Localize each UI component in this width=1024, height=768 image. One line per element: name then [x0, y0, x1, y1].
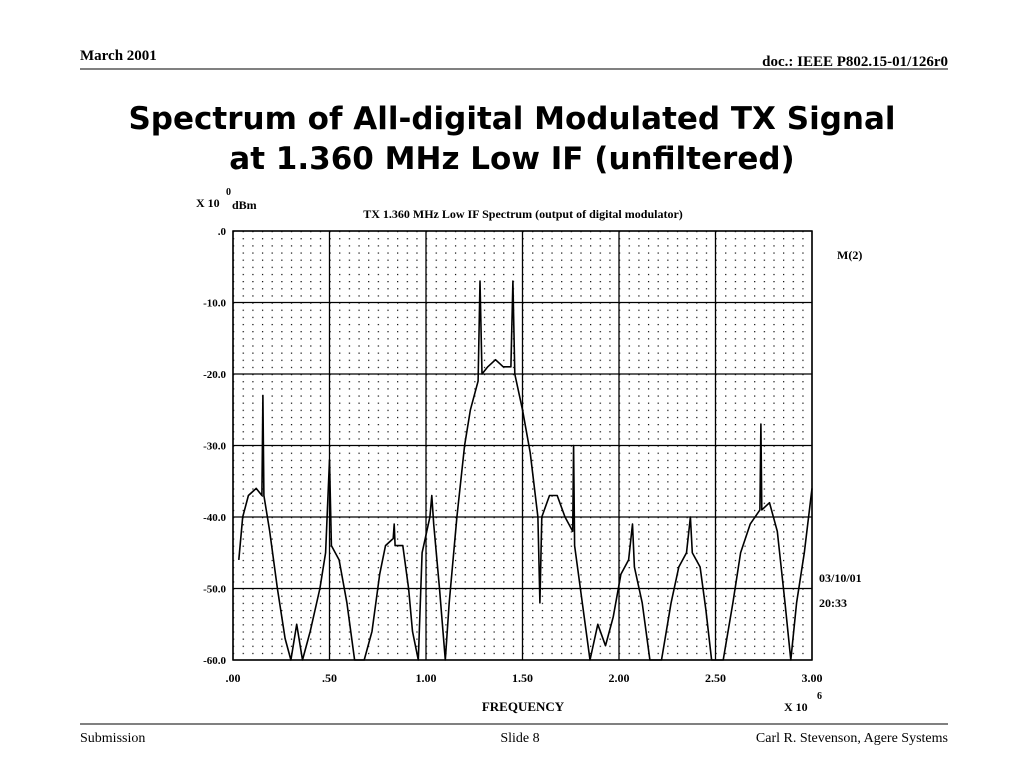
x-tick-label: 2.50	[705, 671, 726, 685]
header-date: March 2001	[80, 48, 157, 64]
x-scale: X 10	[784, 700, 808, 714]
slide-title: Spectrum of All-digital Modulated TX Sig…	[128, 101, 895, 137]
spectrum-line	[238, 280, 813, 661]
annotation: 20:33	[819, 596, 847, 610]
chart: X 10 0 dBm TX 1.360 MHz Low IF Spectrum …	[196, 187, 862, 714]
footer-center: Slide 8	[500, 731, 539, 746]
y-tick-label: -40.0	[203, 512, 226, 524]
annotation: 03/10/01	[819, 571, 862, 585]
x-tick-label: 1.50	[512, 671, 533, 685]
y-tick-label: -10.0	[203, 298, 226, 310]
y-tick-label: .0	[218, 226, 227, 238]
y-tick-label: -50.0	[203, 584, 226, 596]
plot-frame	[232, 230, 813, 661]
footer-left: Submission	[80, 731, 145, 746]
x-tick-label: 1.00	[416, 671, 437, 685]
y-axis-unit: dBm	[232, 198, 257, 212]
x-scale-exponent: 6	[817, 691, 822, 702]
y-axis-exponent: 0	[226, 187, 231, 198]
chart-title: TX 1.360 MHz Low IF Spectrum (output of …	[363, 207, 683, 221]
y-axis-label: X 10	[196, 196, 220, 210]
x-tick-label: .50	[322, 671, 337, 685]
x-tick-label: 2.00	[609, 671, 630, 685]
slide-title: at 1.360 MHz Low IF (unfiltered)	[229, 141, 794, 177]
x-tick-label: 3.00	[802, 671, 823, 685]
y-tick-label: -20.0	[203, 369, 226, 381]
y-tick-label: -30.0	[203, 441, 226, 453]
x-axis-label: FREQUENCY	[482, 699, 565, 714]
header-doc: doc.: IEEE P802.15-01/126r0	[762, 54, 948, 70]
footer-right: Carl R. Stevenson, Agere Systems	[756, 731, 948, 746]
y-tick-label: -60.0	[203, 655, 226, 667]
annotation: M(2)	[837, 248, 862, 262]
x-tick-label: .00	[226, 671, 241, 685]
